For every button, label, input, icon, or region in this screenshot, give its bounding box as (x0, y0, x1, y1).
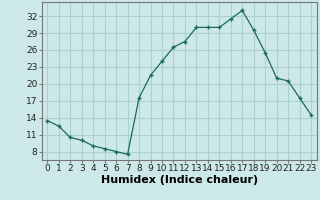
X-axis label: Humidex (Indice chaleur): Humidex (Indice chaleur) (100, 175, 258, 185)
